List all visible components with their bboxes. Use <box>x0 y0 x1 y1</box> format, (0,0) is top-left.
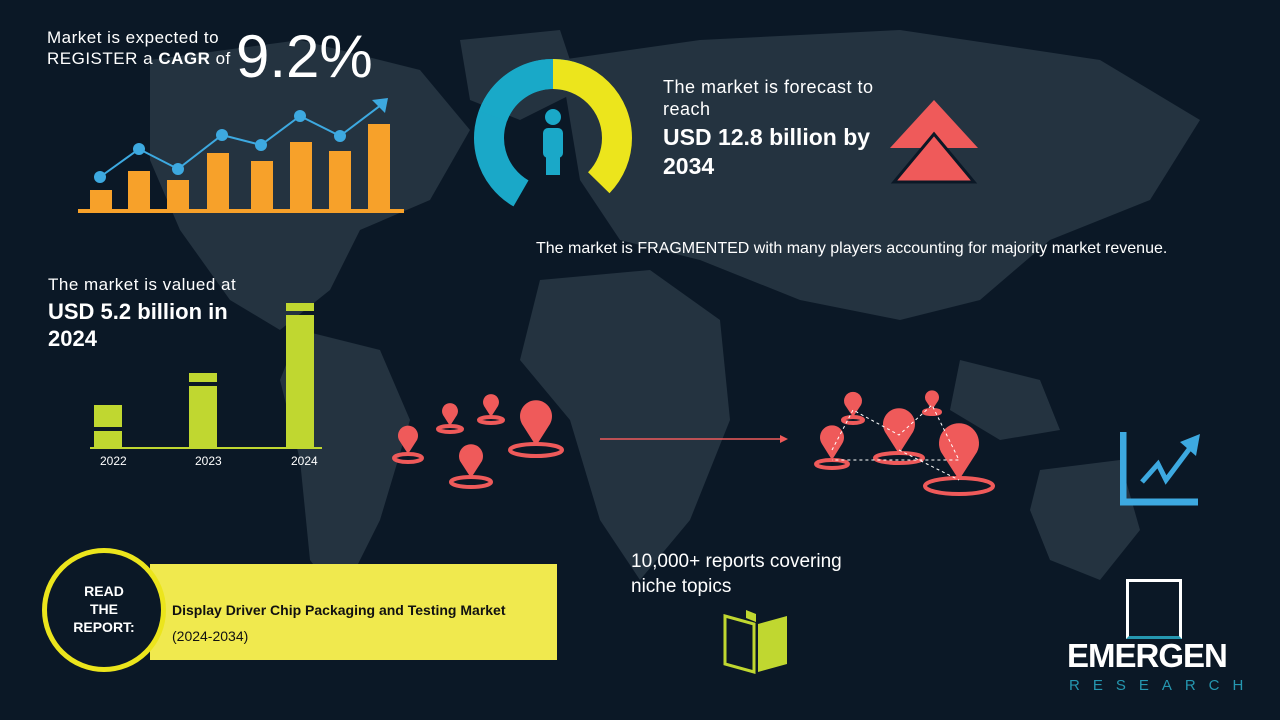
open-book-icon <box>723 610 787 674</box>
report-title[interactable]: Display Driver Chip Packaging and Testin… <box>172 602 506 618</box>
year-bar-top <box>94 405 122 427</box>
year-bar-top <box>189 373 217 382</box>
growth-chart-icon <box>78 98 404 213</box>
year-bar <box>94 431 122 449</box>
growth-bar <box>128 171 150 210</box>
year-label: 2023 <box>195 454 222 468</box>
growth-bar <box>207 153 229 210</box>
growth-bar <box>329 151 351 210</box>
read-report-badge[interactable]: READ THE REPORT: <box>42 548 166 672</box>
forecast-value: USD 12.8 billion by 2034 <box>663 124 871 179</box>
cagr-caption: Market is expected to REGISTER a CAGR of <box>47 27 231 69</box>
year-bar <box>189 386 217 449</box>
emergen-logo-square <box>1126 579 1182 639</box>
growth-bar <box>251 161 273 210</box>
cagr-line2-pre: REGISTER a <box>47 49 159 68</box>
year-label: 2022 <box>100 454 127 468</box>
cagr-line2: REGISTER a CAGR of <box>47 48 231 69</box>
trend-up-chart-icon <box>1120 432 1200 506</box>
valued-value: USD 5.2 billion in 2024 <box>48 299 228 351</box>
logo-name: EMERGEN <box>1067 637 1228 674</box>
cagr-line1: Market is expected to <box>47 28 220 47</box>
logo-sub: RESEARCH <box>1069 677 1257 694</box>
cagr-line2-post: of <box>210 49 231 68</box>
growth-bar <box>368 124 390 210</box>
year-label: 2024 <box>291 454 318 468</box>
badge-line: THE <box>90 601 118 617</box>
value-bar-chart <box>90 303 322 449</box>
read-report-banner[interactable]: Display Driver Chip Packaging and Testin… <box>150 564 557 660</box>
badge-line: READ <box>84 583 124 599</box>
valued-intro: The market is valued at <box>48 275 237 294</box>
reports-text: 10,000+ reports covering niche topics <box>631 551 842 597</box>
growth-baseline <box>78 209 404 213</box>
year-bar <box>286 315 314 449</box>
donut-person-icon <box>474 59 632 217</box>
location-pins-network <box>392 390 995 496</box>
cagr-value: 9.2% <box>236 23 373 90</box>
growth-bar <box>290 142 312 210</box>
cagr-bold: CAGR <box>158 49 211 68</box>
growth-bar <box>167 180 189 210</box>
badge-line: REPORT: <box>73 619 135 635</box>
year-bar-top <box>286 303 314 311</box>
report-years: (2024-2034) <box>172 628 249 644</box>
forecast-intro: The market is forecast to reach <box>663 77 874 119</box>
bar-baseline <box>90 447 322 449</box>
double-chevron-up-icon <box>890 100 978 184</box>
fragmented-text: The market is FRAGMENTED with many playe… <box>536 240 1168 257</box>
growth-bar <box>90 190 112 210</box>
